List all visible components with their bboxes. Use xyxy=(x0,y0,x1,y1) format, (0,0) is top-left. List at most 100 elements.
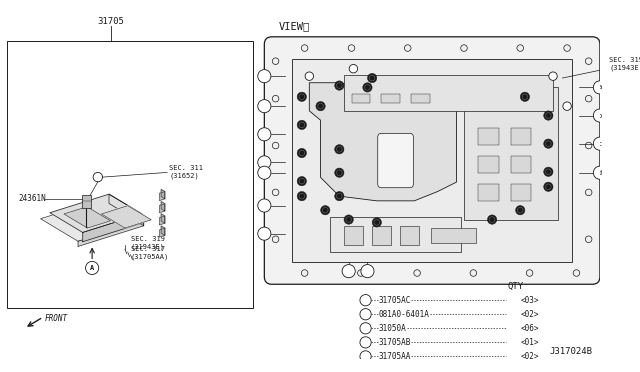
Text: 31705: 31705 xyxy=(97,17,124,26)
Polygon shape xyxy=(159,192,165,201)
Bar xyxy=(412,94,430,103)
Circle shape xyxy=(258,156,271,169)
Bar xyxy=(511,156,531,173)
Circle shape xyxy=(297,92,307,102)
Circle shape xyxy=(545,141,551,147)
Text: b: b xyxy=(598,113,602,119)
Text: 31705AA: 31705AA xyxy=(379,352,411,361)
Circle shape xyxy=(258,227,271,240)
Circle shape xyxy=(517,45,524,51)
Polygon shape xyxy=(161,189,165,199)
Circle shape xyxy=(358,270,364,276)
Polygon shape xyxy=(159,204,165,213)
Text: SEC. 317
(31705AA): SEC. 317 (31705AA) xyxy=(131,246,169,260)
Circle shape xyxy=(299,150,305,156)
Circle shape xyxy=(299,122,305,128)
Circle shape xyxy=(297,148,307,158)
Circle shape xyxy=(593,137,607,150)
Bar xyxy=(478,128,499,145)
Circle shape xyxy=(258,166,271,179)
Polygon shape xyxy=(78,221,143,246)
Bar xyxy=(381,94,400,103)
Polygon shape xyxy=(106,198,143,226)
Text: FRONT: FRONT xyxy=(45,314,68,323)
Text: a: a xyxy=(598,84,602,90)
Polygon shape xyxy=(40,198,143,241)
Circle shape xyxy=(543,139,553,148)
Text: QTY: QTY xyxy=(508,282,524,291)
Polygon shape xyxy=(83,214,142,242)
Bar xyxy=(464,87,557,219)
Circle shape xyxy=(543,111,553,120)
Circle shape xyxy=(549,72,557,80)
Circle shape xyxy=(360,309,371,320)
Circle shape xyxy=(272,236,279,243)
Circle shape xyxy=(301,270,308,276)
Text: c: c xyxy=(262,131,266,137)
Text: <02>: <02> xyxy=(520,310,539,319)
Bar xyxy=(372,226,391,245)
Circle shape xyxy=(258,100,271,113)
Text: J317024B: J317024B xyxy=(549,347,593,356)
Text: A: A xyxy=(90,265,94,271)
Bar xyxy=(478,156,499,173)
Text: d: d xyxy=(365,268,369,274)
Polygon shape xyxy=(102,206,151,228)
Text: 31705AB: 31705AB xyxy=(379,338,411,347)
Circle shape xyxy=(349,64,358,73)
Circle shape xyxy=(297,192,307,201)
Polygon shape xyxy=(159,216,165,225)
Circle shape xyxy=(365,84,371,90)
Circle shape xyxy=(360,323,371,334)
Text: SEC. 319
(31943E): SEC. 319 (31943E) xyxy=(609,57,640,71)
Circle shape xyxy=(348,45,355,51)
Text: 081A0-6401A: 081A0-6401A xyxy=(379,310,429,319)
Polygon shape xyxy=(159,228,165,237)
Text: c: c xyxy=(262,202,266,209)
Circle shape xyxy=(344,215,353,224)
Text: b: b xyxy=(262,103,266,109)
Text: d: d xyxy=(262,231,266,237)
Circle shape xyxy=(586,189,592,196)
Polygon shape xyxy=(161,214,165,223)
Text: 31705AC: 31705AC xyxy=(379,296,411,305)
Text: c: c xyxy=(364,324,368,333)
Circle shape xyxy=(258,199,271,212)
Circle shape xyxy=(258,70,271,83)
Circle shape xyxy=(342,264,355,278)
Circle shape xyxy=(374,219,380,225)
Circle shape xyxy=(520,92,529,102)
Bar xyxy=(511,128,531,145)
Circle shape xyxy=(563,102,572,110)
Circle shape xyxy=(372,218,381,227)
Circle shape xyxy=(335,145,344,154)
Circle shape xyxy=(337,83,342,89)
Bar xyxy=(330,217,461,252)
Text: c: c xyxy=(598,141,602,147)
Text: SEC. 319
(31943E): SEC. 319 (31943E) xyxy=(131,235,164,250)
Circle shape xyxy=(321,205,330,215)
Text: c: c xyxy=(347,268,351,274)
Circle shape xyxy=(272,58,279,64)
Circle shape xyxy=(360,295,371,306)
Circle shape xyxy=(543,167,553,176)
Circle shape xyxy=(360,351,371,362)
Text: a: a xyxy=(262,73,266,79)
Circle shape xyxy=(404,45,411,51)
Circle shape xyxy=(367,73,377,83)
Circle shape xyxy=(586,58,592,64)
Circle shape xyxy=(522,94,528,100)
Circle shape xyxy=(543,182,553,192)
Circle shape xyxy=(363,83,372,92)
Circle shape xyxy=(470,270,477,276)
FancyBboxPatch shape xyxy=(378,133,413,188)
Text: e: e xyxy=(364,352,368,361)
Circle shape xyxy=(316,102,325,111)
Circle shape xyxy=(586,95,592,102)
Polygon shape xyxy=(309,83,456,201)
Circle shape xyxy=(545,184,551,190)
Text: <01>: <01> xyxy=(520,338,539,347)
Circle shape xyxy=(461,45,467,51)
Circle shape xyxy=(586,142,592,149)
Circle shape xyxy=(335,168,344,177)
